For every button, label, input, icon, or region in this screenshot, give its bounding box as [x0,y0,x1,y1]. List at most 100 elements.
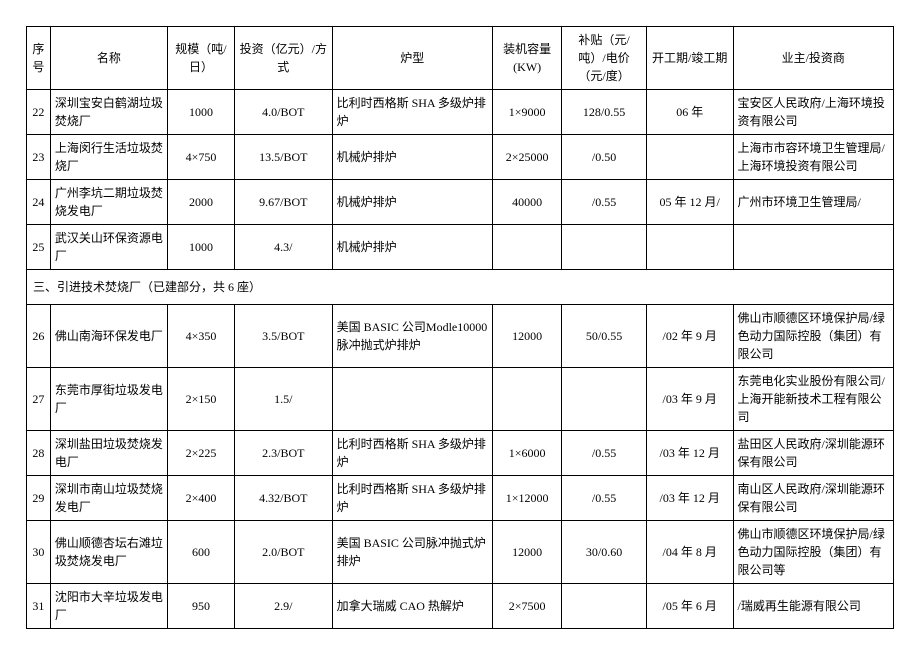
cell-scale: 4×350 [167,305,234,368]
section-header-row: 三、引进技术焚烧厂（已建部分，共 6 座） [27,270,894,305]
cell-period: /03 年 9 月 [646,368,733,431]
cell-subsidy [562,584,647,629]
cell-owner: 东莞电化实业股份有限公司/上海开能新技术工程有限公司 [733,368,893,431]
cell-investment: 1.5/ [235,368,333,431]
cell-name: 佛山南海环保发电厂 [50,305,167,368]
cell-furnace [332,368,492,431]
table-row: 31沈阳市大辛垃圾发电厂9502.9/加拿大瑞威 CAO 热解炉2×7500/0… [27,584,894,629]
cell-investment: 2.0/BOT [235,521,333,584]
cell-capacity: 2×7500 [492,584,561,629]
cell-idx: 27 [27,368,51,431]
cell-scale: 1000 [167,90,234,135]
cell-furnace: 机械炉排炉 [332,225,492,270]
cell-capacity: 12000 [492,305,561,368]
cell-period [646,225,733,270]
table-row: 30佛山顺德杏坛右滩垃圾焚烧发电厂6002.0/BOT美国 BASIC 公司脉冲… [27,521,894,584]
cell-subsidy: /0.55 [562,180,647,225]
cell-capacity: 1×9000 [492,90,561,135]
cell-owner: 佛山市顺德区环境保护局/绿色动力国际控股（集团）有限公司 [733,305,893,368]
cell-idx: 23 [27,135,51,180]
cell-name: 武汉关山环保资源电厂 [50,225,167,270]
table-row: 24广州李坑二期垃圾焚烧发电厂20009.67/BOT机械炉排炉40000/0.… [27,180,894,225]
table-row: 28深圳盐田垃圾焚烧发电厂2×2252.3/BOT比利时西格斯 SHA 多级炉排… [27,431,894,476]
cell-scale: 2000 [167,180,234,225]
table-body: 22深圳宝安白鹤湖垃圾焚烧厂10004.0/BOT比利时西格斯 SHA 多级炉排… [27,90,894,629]
cell-owner: 广州市环境卫生管理局/ [733,180,893,225]
table-row: 27东莞市厚街垃圾发电厂2×1501.5/ /03 年 9 月东莞电化实业股份有限… [27,368,894,431]
header-period: 开工期/竣工期 [646,27,733,90]
table-header: 序号 名称 规模（吨/日） 投资（亿元）/方式 炉型 装机容量(KW) 补贴（元… [27,27,894,90]
table-row: 23上海闵行生活垃圾焚烧厂4×75013.5/BOT机械炉排炉2×25000/0… [27,135,894,180]
incineration-plants-table: 序号 名称 规模（吨/日） 投资（亿元）/方式 炉型 装机容量(KW) 补贴（元… [26,26,894,629]
cell-investment: 4.32/BOT [235,476,333,521]
cell-subsidy: /0.55 [562,431,647,476]
cell-name: 深圳市南山垃圾焚烧发电厂 [50,476,167,521]
cell-name: 东莞市厚街垃圾发电厂 [50,368,167,431]
cell-name: 沈阳市大辛垃圾发电厂 [50,584,167,629]
table-row: 25武汉关山环保资源电厂10004.3/机械炉排炉 [27,225,894,270]
cell-capacity: 12000 [492,521,561,584]
cell-owner: 宝安区人民政府/上海环境投资有限公司 [733,90,893,135]
cell-idx: 31 [27,584,51,629]
cell-owner: 盐田区人民政府/深圳能源环保有限公司 [733,431,893,476]
cell-subsidy: 128/0.55 [562,90,647,135]
cell-subsidy [562,225,647,270]
cell-owner: /瑞威再生能源有限公司 [733,584,893,629]
cell-period: 06 年 [646,90,733,135]
header-owner: 业主/投资商 [733,27,893,90]
cell-period: /05 年 6 月 [646,584,733,629]
header-subsidy: 补贴（元/吨）/电价（元/度） [562,27,647,90]
cell-scale: 2×150 [167,368,234,431]
header-investment: 投资（亿元）/方式 [235,27,333,90]
cell-furnace: 加拿大瑞威 CAO 热解炉 [332,584,492,629]
cell-furnace: 比利时西格斯 SHA 多级炉排炉 [332,90,492,135]
cell-name: 深圳宝安白鹤湖垃圾焚烧厂 [50,90,167,135]
table-row: 26佛山南海环保发电厂4×3503.5/BOT美国 BASIC 公司Modle1… [27,305,894,368]
cell-scale: 600 [167,521,234,584]
cell-owner: 上海市市容环境卫生管理局/上海环境投资有限公司 [733,135,893,180]
cell-idx: 25 [27,225,51,270]
cell-capacity: 1×6000 [492,431,561,476]
cell-name: 上海闵行生活垃圾焚烧厂 [50,135,167,180]
cell-period: 05 年 12 月/ [646,180,733,225]
cell-investment: 9.67/BOT [235,180,333,225]
cell-subsidy: /0.55 [562,476,647,521]
cell-furnace: 比利时西格斯 SHA 多级炉排炉 [332,476,492,521]
cell-idx: 26 [27,305,51,368]
cell-capacity: 40000 [492,180,561,225]
cell-period: /03 年 12 月 [646,476,733,521]
cell-scale: 950 [167,584,234,629]
cell-investment: 2.9/ [235,584,333,629]
cell-period: /02 年 9 月 [646,305,733,368]
header-name: 名称 [50,27,167,90]
cell-period: /04 年 8 月 [646,521,733,584]
cell-idx: 24 [27,180,51,225]
cell-investment: 4.3/ [235,225,333,270]
cell-capacity [492,368,561,431]
header-idx: 序号 [27,27,51,90]
cell-investment: 3.5/BOT [235,305,333,368]
cell-subsidy: 50/0.55 [562,305,647,368]
cell-owner: 南山区人民政府/深圳能源环保有限公司 [733,476,893,521]
cell-subsidy: /0.50 [562,135,647,180]
cell-furnace: 美国 BASIC 公司脉冲抛式炉排炉 [332,521,492,584]
cell-furnace: 机械炉排炉 [332,180,492,225]
cell-subsidy [562,368,647,431]
table-row: 22深圳宝安白鹤湖垃圾焚烧厂10004.0/BOT比利时西格斯 SHA 多级炉排… [27,90,894,135]
cell-capacity: 1×12000 [492,476,561,521]
cell-investment: 2.3/BOT [235,431,333,476]
header-capacity: 装机容量(KW) [492,27,561,90]
cell-name: 深圳盐田垃圾焚烧发电厂 [50,431,167,476]
cell-scale: 1000 [167,225,234,270]
table-row: 29深圳市南山垃圾焚烧发电厂2×4004.32/BOT比利时西格斯 SHA 多级… [27,476,894,521]
cell-scale: 2×400 [167,476,234,521]
header-furnace: 炉型 [332,27,492,90]
cell-period [646,135,733,180]
header-scale: 规模（吨/日） [167,27,234,90]
cell-period: /03 年 12 月 [646,431,733,476]
cell-name: 佛山顺德杏坛右滩垃圾焚烧发电厂 [50,521,167,584]
cell-idx: 22 [27,90,51,135]
cell-scale: 4×750 [167,135,234,180]
section-title: 三、引进技术焚烧厂（已建部分，共 6 座） [27,270,894,305]
cell-owner [733,225,893,270]
